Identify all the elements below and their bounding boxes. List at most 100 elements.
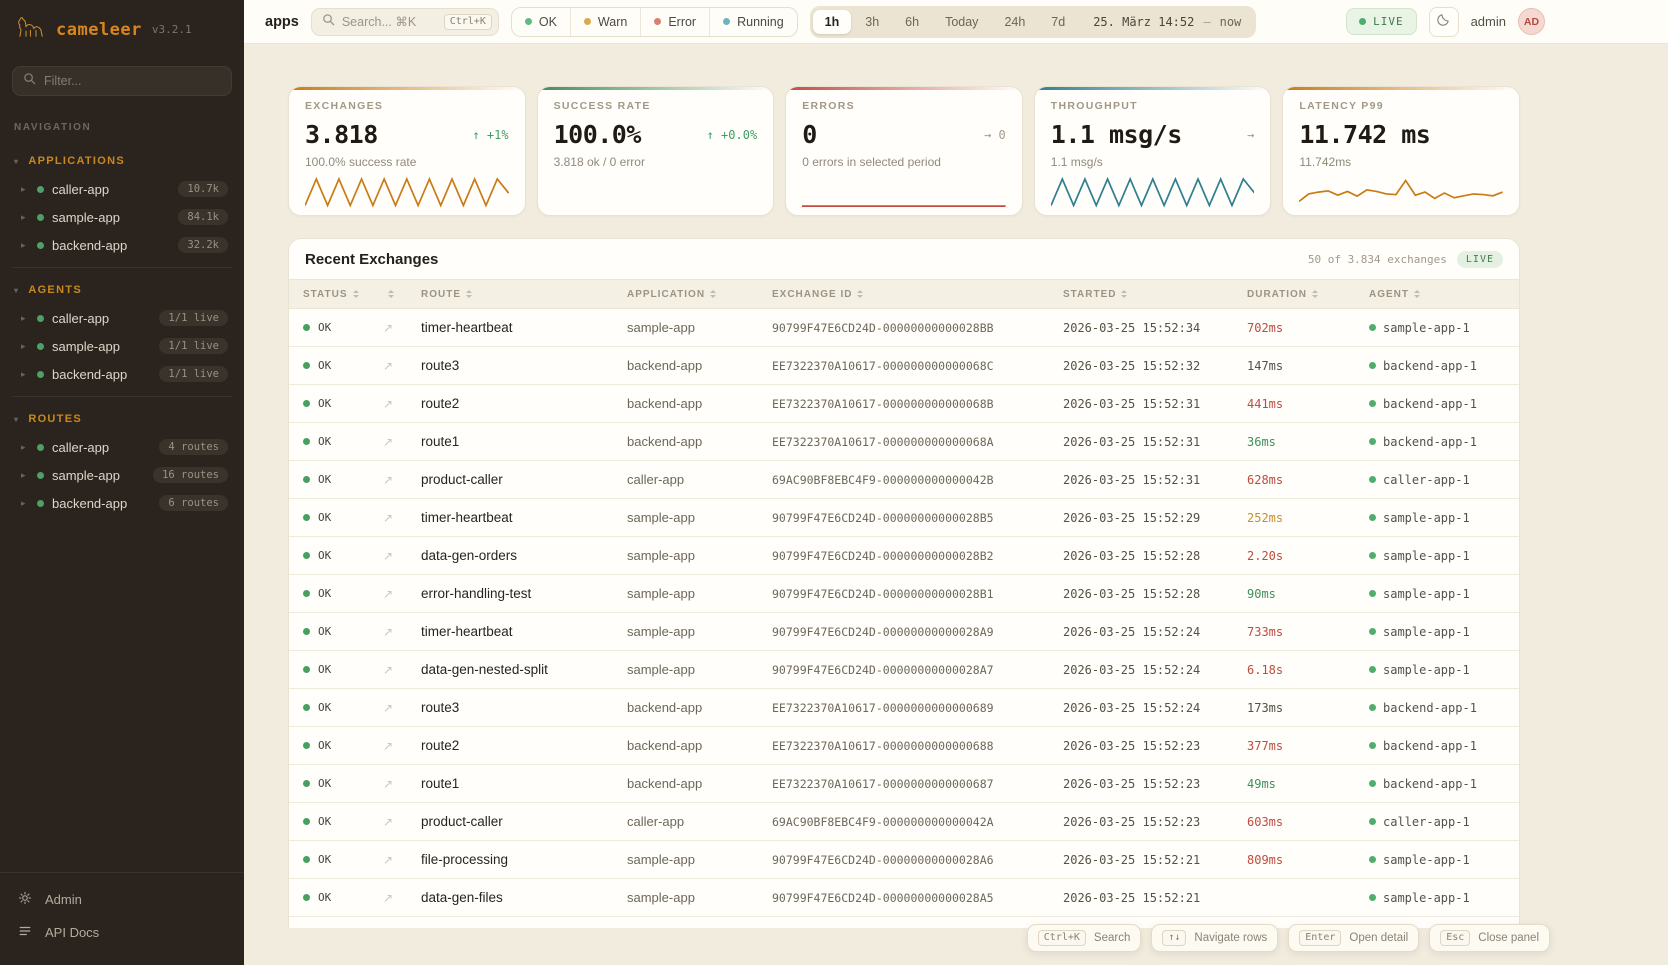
sidebar-item-label: backend-app <box>52 495 128 511</box>
table-row[interactable]: OK ↗ route2 backend-app EE7322370A10617-… <box>289 385 1519 423</box>
table-row[interactable]: OK ↗ timer-heartbeat sample-app 90799F47… <box>289 613 1519 651</box>
logo[interactable]: cameleer v3.2.1 <box>0 0 244 56</box>
time-range-display[interactable]: 25. März 14:52 — now <box>1079 15 1253 29</box>
open-trace-icon[interactable]: ↗ <box>383 814 394 829</box>
table-column-header[interactable]: DURATION <box>1247 289 1369 300</box>
time-range-button[interactable]: 3h <box>865 14 880 29</box>
table-column-header[interactable]: ROUTE <box>421 289 627 300</box>
status-filter-pill[interactable]: OK <box>512 8 570 36</box>
stat-card[interactable]: ERRORS 0 → 0 0 errors in selected period <box>785 86 1023 216</box>
stat-card[interactable]: THROUGHPUT 1.1 msg/s → 1.1 msg/s <box>1033 86 1272 216</box>
open-trace-icon[interactable]: ↗ <box>383 662 394 677</box>
sidebar-item-agent[interactable]: ▸ sample-app 1/1 live <box>12 332 232 360</box>
sidebar-item-application[interactable]: ▸ caller-app 10.7k <box>12 175 232 203</box>
table-row[interactable]: OK ↗ route2 backend-app EE7322370A10617-… <box>289 727 1519 765</box>
status-cell: OK <box>303 663 383 676</box>
sidebar-item-badge: 1/1 live <box>159 310 228 326</box>
open-trace-icon[interactable]: ↗ <box>383 776 394 791</box>
open-trace-icon[interactable]: ↗ <box>383 738 394 753</box>
shortcut-hint: Ctrl+K Search <box>1026 924 1142 952</box>
time-range-button[interactable]: Today <box>945 14 979 29</box>
open-trace-icon[interactable]: ↗ <box>383 586 394 601</box>
time-range-button[interactable]: 7d <box>1051 14 1066 29</box>
duration-cell: 603ms <box>1247 814 1284 829</box>
status-filter-pill[interactable]: Error <box>640 7 709 36</box>
sidebar-filter[interactable] <box>12 66 232 96</box>
duration-cell: 173ms <box>1247 700 1284 715</box>
table-row[interactable]: OK ↗ data-gen-orders sample-app 90799F47… <box>289 537 1519 575</box>
table-row[interactable]: OK ↗ data-gen-nested-split sample-app 90… <box>289 651 1519 689</box>
open-trace-icon[interactable]: ↗ <box>383 624 394 639</box>
table-row[interactable]: OK ↗ error-handling-test sample-app 9079… <box>289 575 1519 613</box>
table-row[interactable]: OK ↗ data-gen-files sample-app 90799F47E… <box>289 879 1519 917</box>
table-row[interactable]: OK ↗ route3 backend-app EE7322370A10617-… <box>289 689 1519 727</box>
table-row[interactable]: OK ↗ timer-heartbeat sample-app 90799F47… <box>289 499 1519 537</box>
stat-card[interactable]: EXCHANGES 3.818 ↑ +1% 100.0% success rat… <box>288 86 526 216</box>
table-column-header[interactable]: APPLICATION <box>627 289 772 300</box>
section-head-agents[interactable]: ▾ AGENTS <box>14 284 82 296</box>
table-row[interactable]: OK ↗ timer-heartbeat sample-app 90799F47… <box>289 309 1519 347</box>
shortcut-label: Close panel <box>1478 932 1539 944</box>
table-row[interactable]: OK ↗ route3 backend-app EE7322370A10617-… <box>289 347 1519 385</box>
sidebar-item-application[interactable]: ▸ backend-app 32.2k <box>12 231 232 259</box>
table-row[interactable]: OK ↗ product-caller caller-app 69AC90BF8… <box>289 461 1519 499</box>
route-cell: data-gen-files <box>421 890 503 905</box>
sidebar-item-agent[interactable]: ▸ backend-app 1/1 live <box>12 360 232 388</box>
time-range-button[interactable]: 1h <box>812 9 852 34</box>
chevron-down-icon: ▾ <box>14 285 20 295</box>
table-row[interactable]: OK ↗ product-caller caller-app 69AC90BF8… <box>289 803 1519 841</box>
sidebar-item-route[interactable]: ▸ caller-app 4 routes <box>12 433 232 461</box>
open-trace-icon[interactable]: ↗ <box>383 890 394 905</box>
table-row[interactable]: OK ↗ route1 backend-app EE7322370A10617-… <box>289 765 1519 803</box>
search-input[interactable] <box>341 14 437 29</box>
status-dot <box>303 894 310 901</box>
agent-status-dot <box>1369 704 1376 711</box>
table-column-header[interactable] <box>383 290 421 298</box>
table-column-header[interactable]: STARTED <box>1063 289 1247 300</box>
open-trace-icon[interactable]: ↗ <box>383 700 394 715</box>
exchange-id-cell: 69AC90BF8EBC4F9-000000000000042B <box>772 472 994 487</box>
global-search[interactable]: Ctrl+K <box>310 7 499 36</box>
sidebar-filter-input[interactable] <box>44 74 221 88</box>
chevron-right-icon: ▸ <box>21 469 26 480</box>
time-range-button[interactable]: 24h <box>1004 14 1026 29</box>
table-column-header[interactable]: STATUS <box>303 289 383 300</box>
application-cell: caller-app <box>627 814 685 829</box>
table-row[interactable]: OK ↗ route1 backend-app EE7322370A10617-… <box>289 423 1519 461</box>
open-trace-icon[interactable]: ↗ <box>383 510 394 525</box>
status-filter-pill[interactable]: Running <box>709 7 797 36</box>
section-head-applications[interactable]: ▾ APPLICATIONS <box>14 155 126 167</box>
status-filter-pill[interactable]: Warn <box>569 7 640 36</box>
avatar[interactable]: AD <box>1518 8 1545 35</box>
open-trace-icon[interactable]: ↗ <box>383 320 394 335</box>
agent-cell: backend-app-1 <box>1369 359 1519 373</box>
open-trace-icon[interactable]: ↗ <box>383 396 394 411</box>
sidebar-item-admin[interactable]: Admin <box>18 883 226 916</box>
table-column-header[interactable]: AGENT <box>1369 289 1519 300</box>
sidebar-item-route[interactable]: ▸ sample-app 16 routes <box>12 461 232 489</box>
sidebar-item-application[interactable]: ▸ sample-app 84.1k <box>12 203 232 231</box>
live-toggle-button[interactable]: LIVE <box>1346 8 1417 35</box>
open-trace-icon[interactable]: ↗ <box>383 548 394 563</box>
open-trace-icon[interactable]: ↗ <box>383 852 394 867</box>
sidebar-item-api-docs[interactable]: API Docs <box>18 916 226 949</box>
table-row[interactable]: OK ↗ file-processing sample-app 90799F47… <box>289 841 1519 879</box>
sidebar-item-route[interactable]: ▸ backend-app 6 routes <box>12 489 232 517</box>
started-cell: 2026-03-25 15:52:31 <box>1063 472 1201 487</box>
agent-cell: sample-app-1 <box>1369 511 1519 525</box>
open-trace-icon[interactable]: ↗ <box>383 434 394 449</box>
sidebar-item-agent[interactable]: ▸ caller-app 1/1 live <box>12 304 232 332</box>
time-range-button[interactable]: 6h <box>905 14 920 29</box>
shortcut-hint: ↑↓ Navigate rows <box>1151 924 1279 952</box>
stat-card[interactable]: SUCCESS RATE 100.0% ↑ +0.0% 3.818 ok / 0… <box>536 86 775 216</box>
application-cell: sample-app <box>627 890 695 905</box>
stat-card-value: 11.742 ms <box>1299 120 1431 149</box>
agent-cell: sample-app-1 <box>1369 321 1519 335</box>
stat-card[interactable]: LATENCY P99 11.742 ms 11.742ms <box>1282 86 1520 216</box>
table-column-header[interactable]: EXCHANGE ID <box>772 289 1063 300</box>
open-trace-icon[interactable]: ↗ <box>383 358 394 373</box>
theme-toggle-button[interactable] <box>1428 6 1459 37</box>
open-trace-icon[interactable]: ↗ <box>383 472 394 487</box>
section-head-routes[interactable]: ▾ ROUTES <box>14 413 82 425</box>
started-cell: 2026-03-25 15:52:23 <box>1063 814 1201 829</box>
